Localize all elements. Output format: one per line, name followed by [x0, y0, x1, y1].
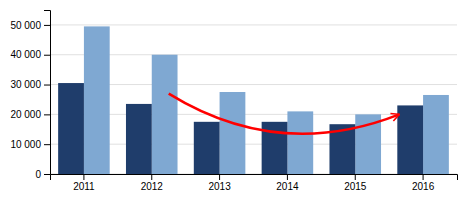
- y-tick-label: 40 000: [10, 49, 41, 60]
- grid-line: [50, 24, 457, 25]
- x-tick-mark: [151, 174, 152, 180]
- grid-line: [50, 54, 457, 55]
- x-tick: 2016: [412, 174, 435, 192]
- y-tick-label: 30 000: [10, 79, 41, 90]
- x-tick-label: 2013: [208, 181, 231, 192]
- x-tick-label: 2014: [276, 181, 299, 192]
- x-tick-mark: [83, 174, 84, 180]
- bar: [194, 122, 220, 174]
- bar: [58, 83, 84, 174]
- bar: [84, 26, 110, 174]
- y-tick-mark: [44, 25, 50, 26]
- y-tick-mark: [44, 144, 50, 145]
- grid-line: [50, 144, 457, 145]
- x-tick-label: 2012: [141, 181, 164, 192]
- bars: [58, 26, 449, 174]
- y-tick-label: 20 000: [10, 109, 41, 120]
- bar-series: [84, 26, 449, 174]
- y-tick: 0: [35, 169, 50, 180]
- y-tick-mark: [44, 114, 50, 115]
- y-tick: 50 000: [10, 20, 50, 31]
- x-tick: 2014: [276, 174, 299, 192]
- y-tick: 40 000: [10, 49, 50, 60]
- grid: [50, 25, 457, 174]
- bar: [287, 111, 313, 174]
- y-tick-mark: [44, 174, 50, 175]
- bar: [397, 105, 423, 174]
- trend-arrow: [169, 94, 400, 134]
- x-tick-mark: [355, 174, 356, 180]
- x-tick-label: 2011: [73, 181, 95, 192]
- bar: [126, 104, 152, 174]
- grid-line: [50, 84, 457, 85]
- x-tick-mark: [287, 174, 288, 180]
- bar: [152, 55, 178, 174]
- x-tick: 2015: [344, 174, 367, 192]
- x-axis: 2011 2012 2013 2014 2015 2016: [51, 174, 458, 192]
- y-tick: 20 000: [10, 109, 50, 120]
- x-tick-mark: [423, 174, 424, 180]
- x-tick: 2011: [73, 174, 95, 192]
- chart: 010 00020 00030 00040 00050 000201120122…: [0, 0, 467, 198]
- bar: [423, 95, 449, 174]
- x-tick-mark: [219, 174, 220, 180]
- y-tick-label: 50 000: [10, 20, 41, 31]
- x-tick: 2013: [208, 174, 231, 192]
- x-tick-label: 2015: [344, 181, 367, 192]
- y-tick-label: 10 000: [10, 139, 41, 150]
- x-axis-line: [51, 175, 458, 181]
- y-tick-mark: [44, 55, 50, 56]
- y-axis: 0 10 000 20 000 30 000 40 000 50 000: [10, 11, 50, 180]
- y-axis-line: [44, 11, 51, 175]
- y-tick: 10 000: [10, 139, 50, 150]
- bar-series: [58, 83, 423, 174]
- x-tick-label: 2016: [412, 181, 435, 192]
- plot: 010 00020 00030 00040 00050 000201120122…: [10, 11, 457, 193]
- y-tick-label: 0: [35, 169, 41, 180]
- bar: [220, 92, 246, 174]
- y-tick: 30 000: [10, 79, 50, 90]
- y-tick-mark: [44, 85, 50, 86]
- x-tick: 2012: [141, 174, 164, 192]
